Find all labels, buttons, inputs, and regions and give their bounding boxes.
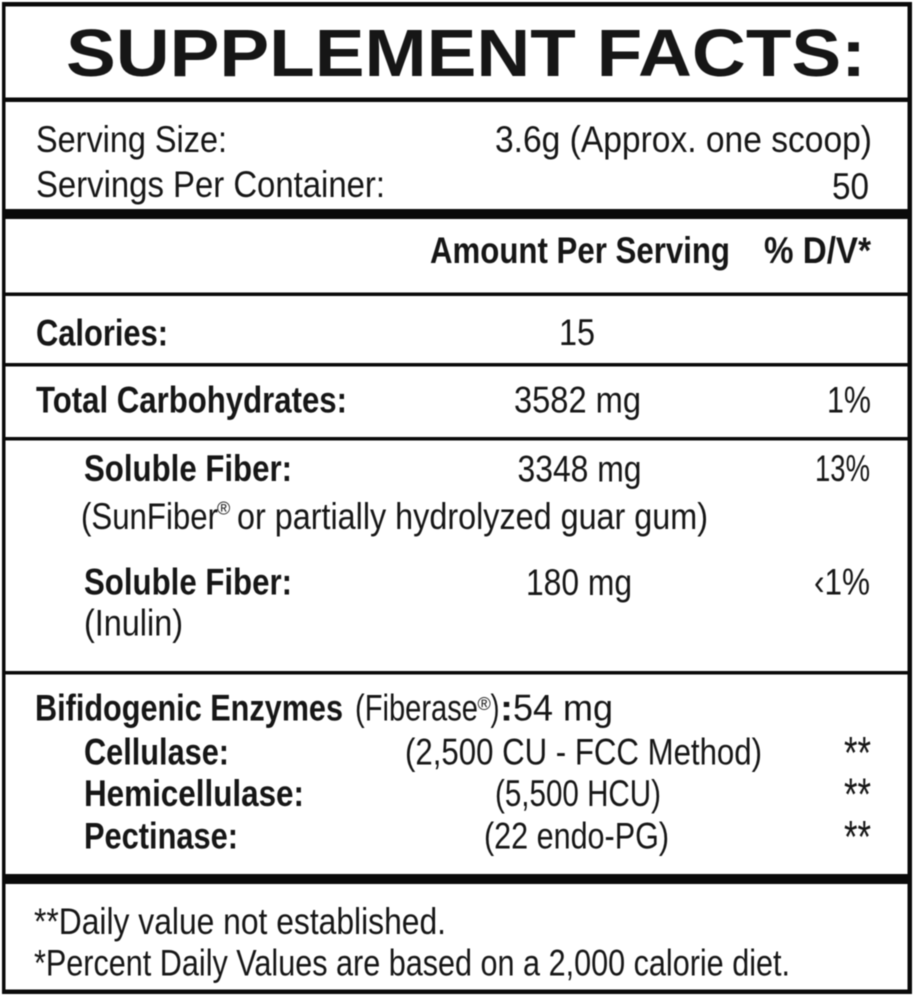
svg-text:(22 endo-PG): (22 endo-PG) <box>484 816 669 857</box>
svg-text:Soluble Fiber:: Soluble Fiber: <box>84 448 292 489</box>
svg-text:SUPPLEMENT FACTS:: SUPPLEMENT FACTS: <box>66 16 866 91</box>
svg-text:**: ** <box>844 812 871 863</box>
svg-text:(Fiberase: (Fiberase <box>355 688 478 729</box>
svg-text:or partially hydrolyzed guar g: or partially hydrolyzed guar gum) <box>237 496 708 537</box>
svg-text:Hemicellulase:: Hemicellulase: <box>84 773 304 814</box>
svg-text:Soluble Fiber:: Soluble Fiber: <box>84 562 292 603</box>
svg-text:*Percent Daily Values are base: *Percent Daily Values are based on a 2,0… <box>34 943 790 984</box>
svg-text:Cellulase:: Cellulase: <box>84 732 229 773</box>
svg-text:): ) <box>491 688 500 729</box>
svg-text:**Daily value not established.: **Daily value not established. <box>34 901 446 942</box>
svg-text:**: ** <box>844 769 871 820</box>
svg-text:% D/V*: % D/V* <box>764 230 872 271</box>
svg-text:(5,500 HCU): (5,500 HCU) <box>495 773 661 814</box>
svg-text:3582 mg: 3582 mg <box>514 380 641 421</box>
svg-text:®: ® <box>478 694 491 714</box>
svg-text:‹1%: ‹1% <box>814 562 870 603</box>
svg-text:Calories:: Calories: <box>36 313 168 354</box>
svg-text:1%: 1% <box>827 380 871 421</box>
svg-text:180 mg: 180 mg <box>526 562 632 603</box>
svg-text:Bifidogenic Enzymes: Bifidogenic Enzymes <box>35 688 343 729</box>
svg-text:3.6g (Approx. one scoop): 3.6g (Approx. one scoop) <box>495 119 872 160</box>
svg-text:**: ** <box>844 728 871 779</box>
svg-text:®: ® <box>217 499 230 519</box>
svg-text:Amount Per Serving: Amount Per Serving <box>430 230 730 271</box>
svg-text:15: 15 <box>559 312 595 353</box>
svg-text:50: 50 <box>832 166 869 207</box>
svg-text:13%: 13% <box>815 448 870 489</box>
svg-text:Serving Size:: Serving Size: <box>36 119 227 160</box>
svg-text:Servings Per Container:: Servings Per Container: <box>36 164 385 205</box>
svg-text::: : <box>500 688 513 729</box>
svg-text:(Inulin): (Inulin) <box>84 603 183 644</box>
svg-text:Total Carbohydrates:: Total Carbohydrates: <box>36 380 347 421</box>
svg-text:(SunFiber: (SunFiber <box>81 496 218 537</box>
svg-text:(2,500 CU - FCC Method): (2,500 CU - FCC Method) <box>405 732 762 773</box>
svg-text:Pectinase:: Pectinase: <box>84 816 238 857</box>
svg-text:3348 mg: 3348 mg <box>518 449 642 490</box>
svg-text:54 mg: 54 mg <box>513 688 613 729</box>
